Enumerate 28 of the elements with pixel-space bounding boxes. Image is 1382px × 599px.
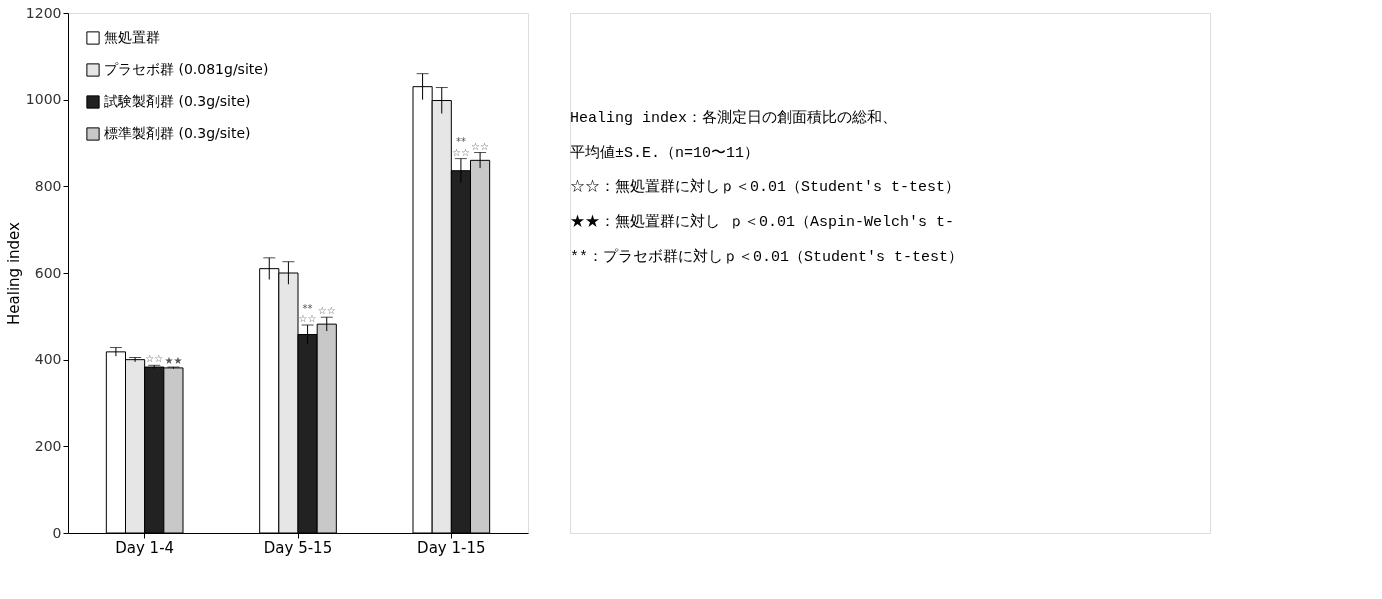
- legend-label: 試験製剤群 (0.3g/site): [104, 93, 251, 109]
- text: Healing index：各測定日の創面積比の総和、: [570, 109, 898, 127]
- legend-label: 無処置群: [104, 29, 160, 45]
- y-tick-label: 1200: [25, 4, 62, 21]
- annotation: ☆☆: [471, 140, 490, 152]
- text: ☆☆：無処置群に対しｐ＜0.01（Student's t-test）: [570, 178, 961, 197]
- y-axis-title: Healing index: [4, 221, 23, 325]
- annotation: ☆☆: [298, 313, 317, 325]
- x-tick-label: Day 5-15: [263, 538, 333, 557]
- y-tick-label: 1000: [25, 91, 62, 108]
- annotation: ★★: [164, 354, 183, 366]
- y-tick-label: 200: [34, 437, 62, 454]
- y-tick-label: 600: [34, 264, 62, 281]
- text: **：プラセボ群に対しｐ＜0.01（Student's t-test）: [570, 247, 964, 266]
- annotation: **: [455, 135, 466, 147]
- y-tick-label: 800: [34, 177, 62, 194]
- text: 平均値±S.E.（n=10〜11）: [570, 143, 760, 162]
- legend-label: 標準製剤群 (0.3g/site): [104, 125, 251, 141]
- y-tick-label: 0: [52, 524, 62, 541]
- x-tick-label: Day 1-4: [115, 538, 175, 557]
- annotation: ☆☆: [317, 305, 336, 317]
- annotation: ☆☆: [451, 146, 470, 158]
- text: ★★：無処置群に対し ｐ＜0.01（Aspin-Welch's t-: [570, 213, 955, 231]
- annotation: **: [302, 302, 313, 314]
- y-tick-label: 400: [34, 351, 62, 368]
- annotation: ☆☆: [145, 353, 164, 364]
- x-tick-label: Day 1-15: [417, 538, 486, 557]
- legend-label: プラセボ群 (0.081g/site): [104, 61, 269, 77]
